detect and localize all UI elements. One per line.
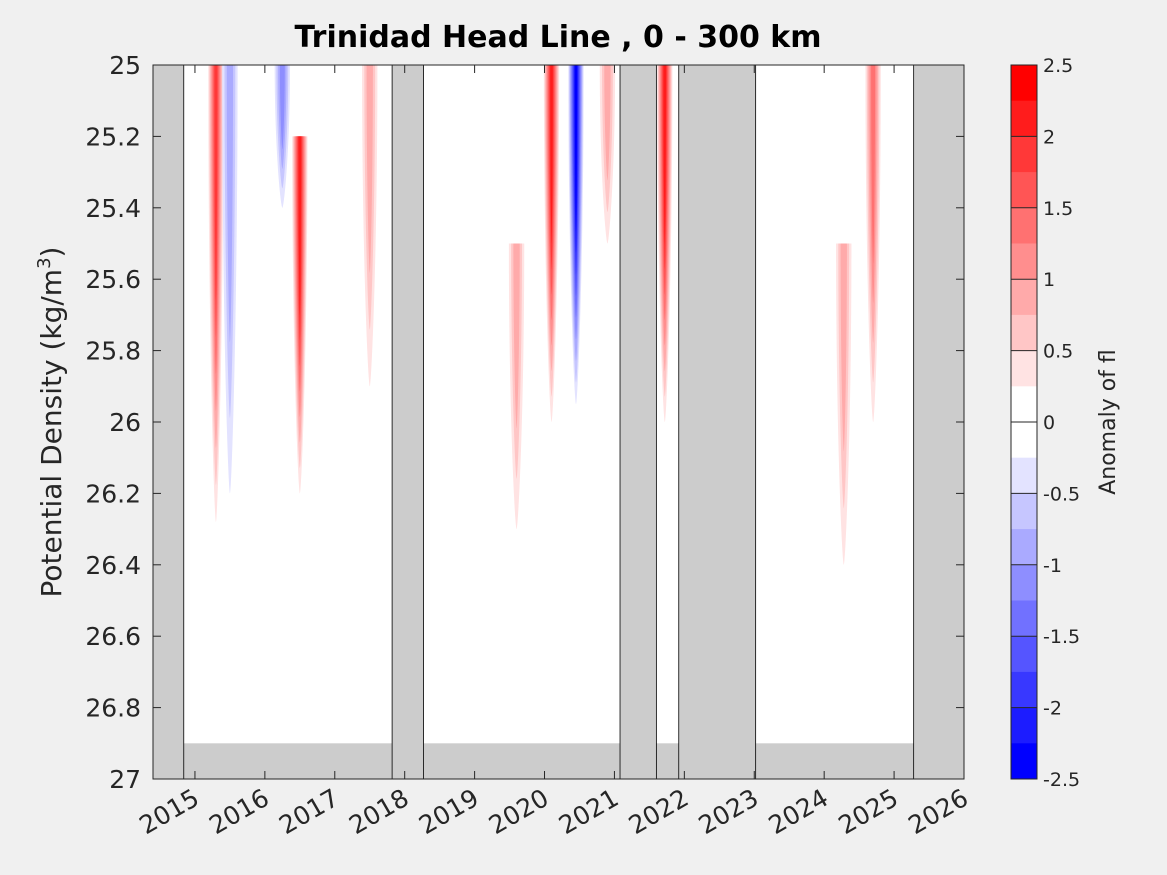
- colorbar-segment: [1011, 350, 1037, 387]
- y-tick-label: 25.6: [85, 265, 141, 294]
- colorbar-segment: [1011, 600, 1037, 637]
- anomaly-patch: [298, 136, 302, 315]
- colorbar-segment: [1011, 671, 1037, 709]
- no-data-bottom-band: [153, 743, 964, 779]
- x-tick-label: 2025: [833, 783, 903, 840]
- colorbar-tick-label: 0.5: [1043, 341, 1073, 363]
- colorbar-segment: [1011, 564, 1037, 601]
- no-data-period: [913, 64, 965, 780]
- colorbar-segment: [1011, 207, 1037, 244]
- y-axis-label-main: Potential Density (kg/m: [35, 269, 68, 598]
- anomaly-patch: [840, 243, 847, 452]
- colorbar-segment: [1011, 422, 1037, 459]
- no-data-period: [619, 64, 657, 780]
- colorbar-segment: [1011, 743, 1037, 780]
- y-tick-label: 25.2: [85, 122, 141, 151]
- colorbar-segment: [1011, 279, 1037, 316]
- colorbar-segment: [1011, 636, 1037, 673]
- y-axis-label-superscript: 3: [34, 257, 55, 268]
- colorbar-tick-label: -2: [1043, 698, 1062, 720]
- colorbar-segment: [1011, 243, 1037, 280]
- y-tick-label: 26: [109, 408, 141, 437]
- colorbar-segment: [1011, 136, 1037, 173]
- x-tick-label: 2015: [134, 783, 204, 840]
- y-tick-label: 25.8: [85, 337, 141, 366]
- y-tick-label: 26.4: [85, 551, 141, 580]
- colorbar-label: Anomaly of fl: [1096, 349, 1121, 495]
- colorbar-tick-label: -2.5: [1043, 769, 1080, 791]
- y-tick-label: 26.6: [85, 622, 141, 651]
- anomaly-patch: [550, 65, 553, 244]
- x-tick-label: 2016: [204, 783, 274, 840]
- anomaly-patch: [871, 65, 876, 264]
- x-tick-label: 2017: [274, 783, 344, 840]
- no-data-period: [391, 64, 424, 780]
- colorbar-tick-label: 0: [1043, 412, 1055, 434]
- x-tick-label: 2026: [903, 783, 973, 840]
- anomaly-patch: [279, 65, 285, 150]
- y-tick-label: 26.2: [85, 479, 141, 508]
- y-tick-label: 25: [109, 51, 141, 80]
- anomaly-patch: [663, 65, 667, 244]
- x-tick-label: 2022: [624, 783, 694, 840]
- colorbar-segment: [1011, 529, 1037, 566]
- colorbar-tick-label: -1: [1043, 555, 1062, 577]
- anomaly-patch: [366, 65, 373, 273]
- anomaly-patch: [513, 243, 520, 429]
- x-tick-label: 2023: [694, 783, 764, 840]
- y-axis-label-close: ): [35, 247, 68, 258]
- x-tick-label: 2024: [764, 783, 834, 840]
- colorbar-segment: [1011, 493, 1037, 530]
- anomaly-patch: [214, 65, 218, 300]
- colorbar-tick-label: 2: [1043, 126, 1055, 148]
- x-tick-label: 2019: [414, 783, 484, 840]
- colorbar-tick-label: 1.5: [1043, 198, 1073, 220]
- colorbar-segment: [1011, 172, 1037, 209]
- colorbar-segment: [1011, 457, 1037, 494]
- anomaly-patch: [604, 65, 611, 181]
- chart-title: Trinidad Head Line , 0 - 300 km: [294, 20, 821, 55]
- anomaly-patch: [226, 65, 234, 343]
- y-tick-label: 25.4: [85, 194, 141, 223]
- colorbar-segment: [1011, 314, 1037, 352]
- colorbar-segment: [1011, 65, 1037, 102]
- colorbar-tick-label: -1.5: [1043, 626, 1080, 648]
- y-axis-label: Potential Density (kg/m3): [34, 247, 68, 598]
- x-tick-label: 2020: [484, 783, 554, 840]
- x-tick-label: 2018: [344, 783, 414, 840]
- colorbar-tick-label: 1: [1043, 269, 1055, 291]
- anomaly-patch: [574, 65, 578, 231]
- colorbar-tick-label: 2.5: [1043, 55, 1073, 77]
- plot-layer: 2525.225.425.625.82626.226.426.626.82720…: [85, 51, 1080, 840]
- x-tick-label: 2021: [554, 783, 624, 840]
- colorbar-segment: [1011, 386, 1037, 423]
- y-tick-label: 26.8: [85, 694, 141, 723]
- no-data-period: [678, 64, 757, 780]
- colorbar-tick-label: -0.5: [1043, 483, 1080, 505]
- y-tick-label: 27: [109, 765, 141, 794]
- colorbar-segment: [1011, 707, 1037, 744]
- colorbar-segment: [1011, 100, 1037, 137]
